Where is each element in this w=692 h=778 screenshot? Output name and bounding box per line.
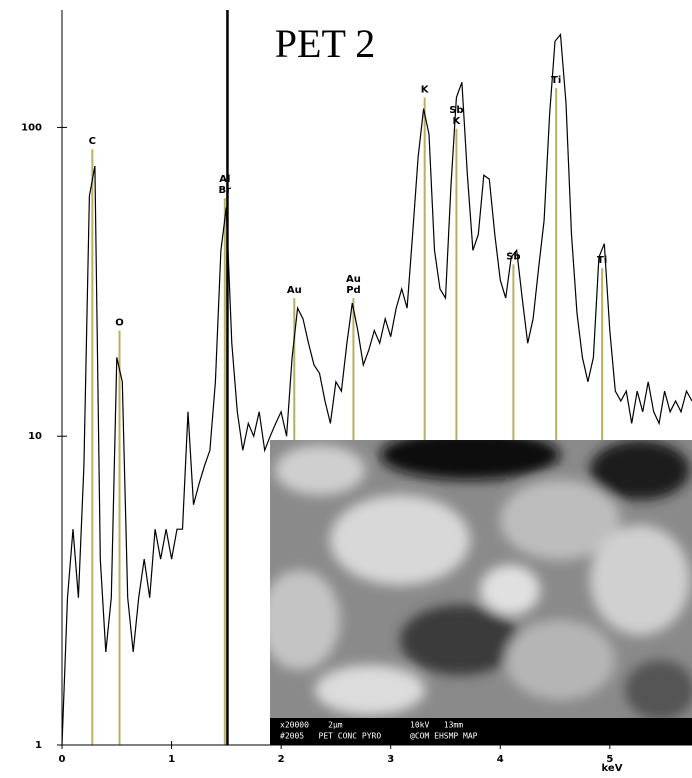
x-tick-label: 1: [168, 754, 175, 765]
element-label: Al: [219, 174, 230, 185]
x-tick-label: 5: [606, 754, 613, 765]
element-label: Au: [346, 274, 361, 285]
element-label: K: [453, 116, 462, 127]
inset-image: x20000 2µm 10kV 13mm #2005 PET CONC PYRO…: [270, 440, 692, 745]
inset-caption-bar: [270, 718, 692, 745]
element-label: K: [421, 84, 430, 95]
element-label: Au: [287, 285, 302, 296]
y-tick-label: 100: [21, 122, 42, 133]
spectrum-line: [61, 32, 692, 746]
x-tick-label: 4: [497, 754, 504, 765]
y-tick-label: 1: [35, 740, 42, 751]
element-label: C: [89, 136, 96, 147]
y-tick-label: 10: [28, 431, 42, 442]
element-label: Ti: [551, 75, 561, 86]
x-tick-label: 2: [278, 754, 285, 765]
x-axis-label: keV: [602, 763, 623, 774]
x-tick-label: 0: [59, 754, 66, 765]
inset-caption: x20000 2µm 10kV 13mm: [280, 721, 463, 730]
element-label: Br: [219, 185, 232, 196]
inset-texture: [270, 440, 692, 718]
element-label: Ti: [597, 255, 607, 266]
element-label: O: [115, 317, 124, 328]
element-label: Pd: [346, 285, 361, 296]
chart-title: PET 2: [275, 21, 375, 66]
element-label: Sb: [506, 251, 520, 262]
inset-caption: #2005 PET CONC PYRO @COM EHSMP MAP: [280, 732, 478, 741]
x-tick-label: 3: [387, 754, 394, 765]
element-label: Sb: [449, 105, 463, 116]
